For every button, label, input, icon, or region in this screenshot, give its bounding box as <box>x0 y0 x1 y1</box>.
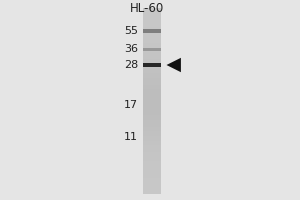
Bar <box>142 175 160 178</box>
Bar <box>142 115 160 117</box>
Text: 11: 11 <box>124 132 138 142</box>
Bar <box>142 22 160 24</box>
Bar <box>142 38 160 41</box>
Bar <box>142 154 160 157</box>
Bar <box>142 161 160 164</box>
Bar <box>142 187 160 189</box>
Bar <box>142 152 160 154</box>
Bar <box>142 173 160 175</box>
Bar <box>142 168 160 171</box>
Bar <box>142 92 160 94</box>
Bar <box>142 85 160 87</box>
Bar <box>142 13 160 15</box>
Bar <box>142 20 160 22</box>
Bar <box>142 113 160 115</box>
Text: 36: 36 <box>124 44 138 54</box>
Bar <box>142 96 160 99</box>
Bar <box>142 8 160 10</box>
Bar <box>142 47 160 50</box>
Bar <box>142 27 160 29</box>
Text: 17: 17 <box>124 100 138 110</box>
Text: HL-60: HL-60 <box>130 2 164 15</box>
Bar <box>142 101 160 103</box>
Bar <box>142 73 160 75</box>
Bar <box>142 134 160 136</box>
Bar <box>142 31 160 34</box>
Bar <box>142 57 160 59</box>
Bar <box>142 29 160 33</box>
Bar <box>142 75 160 78</box>
Bar <box>142 141 160 143</box>
Bar <box>142 106 160 108</box>
Bar <box>142 71 160 73</box>
Bar <box>142 120 160 122</box>
Bar <box>142 166 160 168</box>
Bar <box>142 63 160 67</box>
Bar <box>142 43 160 45</box>
Bar <box>142 64 160 66</box>
Bar <box>142 185 160 187</box>
Bar <box>142 117 160 120</box>
Bar <box>142 36 160 38</box>
Bar <box>142 129 160 131</box>
Bar <box>142 89 160 92</box>
Bar <box>142 15 160 17</box>
Polygon shape <box>167 58 181 72</box>
Bar <box>142 180 160 182</box>
Bar <box>142 41 160 43</box>
Bar <box>142 171 160 173</box>
Bar <box>142 66 160 68</box>
Bar <box>142 99 160 101</box>
Bar <box>142 131 160 134</box>
Text: 28: 28 <box>124 60 138 70</box>
Bar <box>142 182 160 185</box>
Bar <box>142 52 160 54</box>
Bar <box>142 145 160 148</box>
Bar <box>142 148 160 150</box>
Bar <box>142 50 160 52</box>
Bar <box>142 136 160 138</box>
Bar <box>142 143 160 145</box>
Bar <box>142 159 160 161</box>
Bar <box>142 192 160 194</box>
Bar <box>142 103 160 106</box>
Bar <box>142 54 160 57</box>
Bar <box>142 48 160 50</box>
Bar <box>142 150 160 152</box>
Bar <box>142 178 160 180</box>
Bar <box>142 59 160 61</box>
Bar <box>142 110 160 113</box>
Bar <box>142 94 160 96</box>
Bar <box>142 82 160 85</box>
Bar <box>142 122 160 124</box>
Bar <box>142 127 160 129</box>
Bar <box>142 61 160 64</box>
Bar <box>142 34 160 36</box>
Bar <box>142 17 160 20</box>
Bar <box>142 189 160 192</box>
Bar <box>142 78 160 80</box>
Bar <box>142 164 160 166</box>
Bar <box>142 108 160 110</box>
Bar <box>142 29 160 31</box>
Bar <box>142 24 160 27</box>
Text: 55: 55 <box>124 26 138 36</box>
Bar <box>142 80 160 82</box>
Bar <box>142 124 160 127</box>
Bar <box>142 138 160 141</box>
Bar <box>142 45 160 48</box>
Bar <box>142 68 160 71</box>
Bar <box>142 10 160 13</box>
Bar <box>142 87 160 89</box>
Bar <box>142 157 160 159</box>
